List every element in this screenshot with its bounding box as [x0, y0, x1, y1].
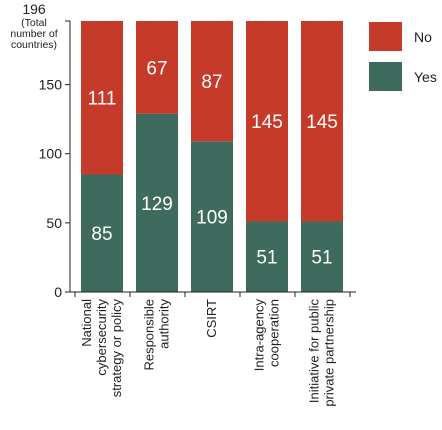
- category-label-line: strategy or policy: [109, 299, 124, 398]
- bar-label-no-1: 67: [146, 58, 167, 79]
- bar-no-1: [136, 21, 178, 114]
- bar-label-yes-0: 85: [91, 224, 112, 245]
- bar-label-yes-3: 51: [256, 248, 277, 269]
- y-top-note-line: countries): [11, 39, 57, 51]
- bar-no-2: [191, 21, 233, 142]
- legend-label-yes: Yes: [414, 69, 437, 85]
- bar-no-0: [81, 21, 123, 175]
- category-label-line: National: [79, 299, 94, 347]
- bar-yes-3: [246, 221, 288, 292]
- y-tick-label: 100: [39, 146, 63, 162]
- bar-yes-4: [301, 221, 343, 292]
- y-top-note-line: (Total: [21, 17, 47, 29]
- bar-no-3: [246, 21, 288, 222]
- bar-label-no-2: 87: [201, 72, 222, 93]
- category-label-line: authority: [157, 299, 172, 349]
- legend-group: No Yes: [369, 22, 437, 91]
- category-label-1: Responsibleauthority: [142, 299, 172, 371]
- category-label-line: Initiative for public: [307, 299, 322, 404]
- bar-label-yes-4: 51: [311, 248, 332, 269]
- bar-label-yes-1: 129: [141, 194, 173, 215]
- bar-yes-1: [136, 113, 178, 292]
- category-label-2: CSIRT: [204, 299, 219, 338]
- category-label-4: Initiative for publicprivate partnership: [307, 299, 337, 407]
- category-label-line: cooperation: [267, 299, 282, 367]
- bar-label-yes-2: 109: [196, 208, 228, 229]
- bar-label-no-4: 145: [306, 112, 338, 133]
- bar-yes-0: [81, 174, 123, 292]
- bar-yes-2: [191, 141, 233, 292]
- y-tick-label: 50: [46, 215, 62, 231]
- y-tick-label: 150: [39, 77, 63, 93]
- category-label-line: Responsible: [142, 299, 157, 371]
- bar-label-no-0: 111: [88, 89, 117, 110]
- y-top-note-line: number of: [10, 28, 57, 40]
- category-label-0: Nationalcybersecuritystrategy or policy: [79, 299, 124, 398]
- legend-swatch-yes: [369, 62, 402, 91]
- legend-swatch-no: [369, 22, 402, 51]
- category-label-line: private partnership: [322, 299, 337, 407]
- y-top-value: 196: [22, 1, 46, 17]
- category-labels-group: Nationalcybersecuritystrategy or policy R…: [79, 299, 337, 407]
- bars-group: [81, 21, 343, 292]
- category-label-3: Intra-agencycooperation: [252, 299, 282, 372]
- axes-group: [69, 21, 356, 297]
- category-label-line: cybersecurity: [94, 299, 109, 376]
- y-tick-label: 0: [54, 284, 62, 300]
- bar-labels-group: 111 85 67 129 87 109 145 51 145 51: [88, 58, 338, 268]
- bar-label-no-3: 145: [251, 112, 283, 133]
- category-label-line: CSIRT: [204, 299, 219, 338]
- category-label-line: Intra-agency: [252, 299, 267, 372]
- bar-no-4: [301, 21, 343, 222]
- legend-label-no: No: [414, 29, 432, 45]
